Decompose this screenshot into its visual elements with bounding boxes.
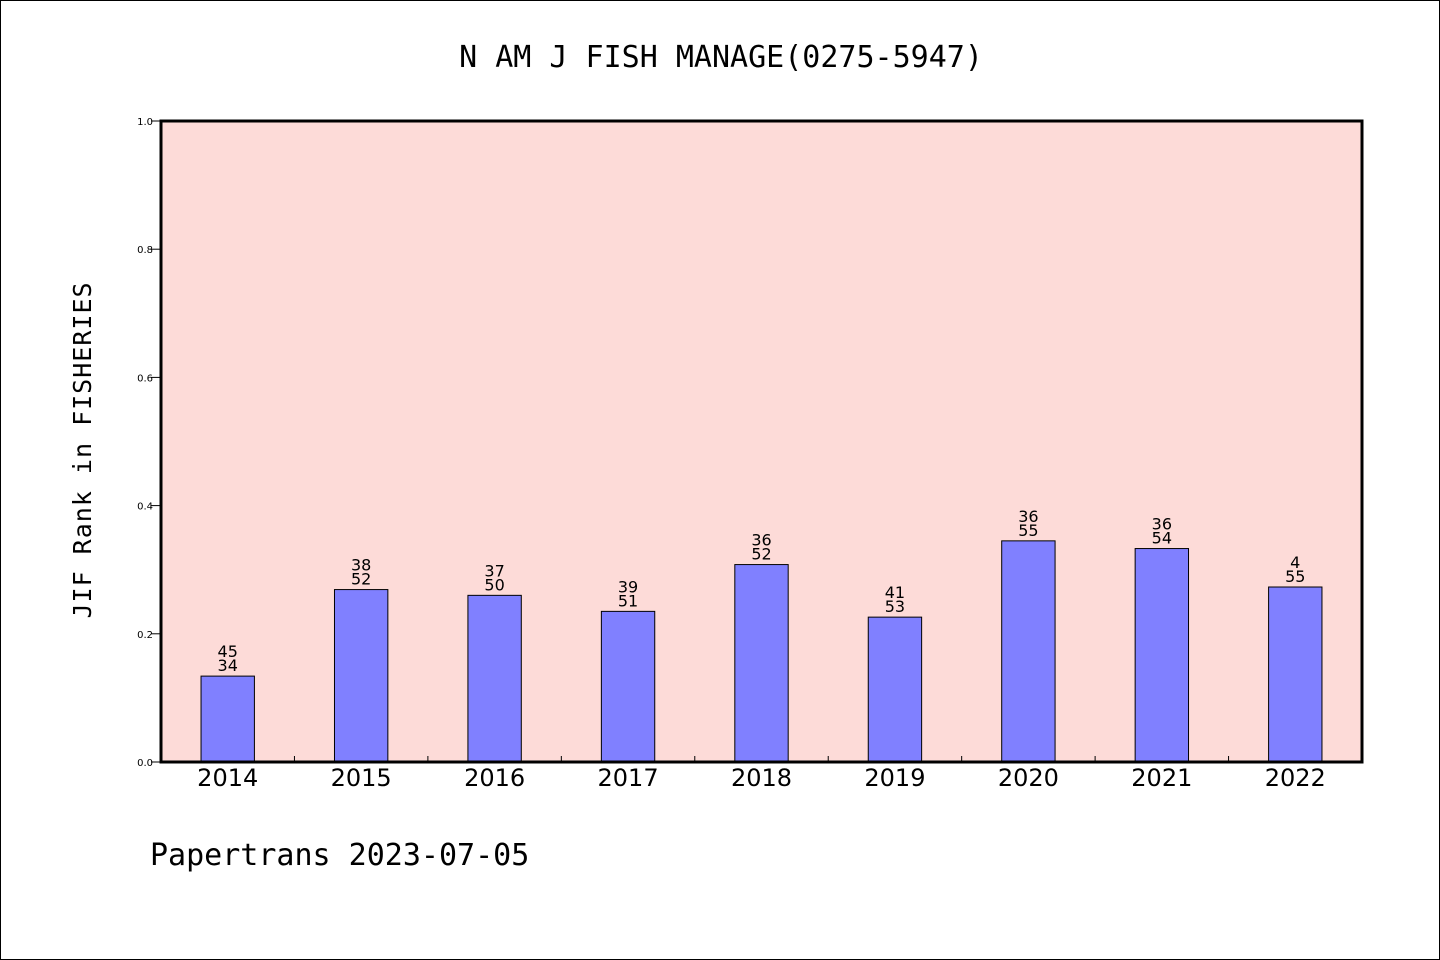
bar-total-label: 55 [1285, 567, 1305, 586]
bar-total-label: 52 [351, 570, 371, 589]
bar-2016 [467, 594, 522, 763]
bar-total-label: 53 [885, 597, 905, 616]
bar-2019 [867, 616, 923, 763]
bar-total-label: 54 [1152, 529, 1172, 548]
bar-rank-label: 38 [351, 556, 371, 575]
y-axis-label: JIF Rank in FISHERIES [68, 281, 97, 618]
x-axis-labels: 2014 2015 2016 2017 2018 2019 2020 2021 2022 [197, 764, 1326, 792]
x-tick-label: 2018 [731, 764, 792, 792]
chart-title: N AM J FISH MANAGE(0275-5947) [459, 40, 983, 75]
bar-rank-label: 37 [484, 561, 504, 580]
x-tick-label: 2021 [1131, 764, 1192, 792]
y-axis-ticks: 0.0 0.2 0.4 0.6 0.8 1.0 [137, 117, 161, 769]
y-tick-label: 1.0 [137, 117, 153, 128]
footer-annotation: Papertrans 2023-07-05 [150, 838, 529, 873]
x-tick-label: 2017 [598, 764, 659, 792]
x-tick-label: 2022 [1265, 764, 1326, 792]
bar-rank-label: 41 [885, 583, 905, 602]
y-tick-label: 0.0 [137, 758, 153, 769]
plot-frame [159, 119, 1364, 764]
bar-2020 [1001, 540, 1056, 763]
y-tick-label: 0.2 [137, 630, 153, 641]
bar-2018 [734, 564, 789, 763]
bar-total-label: 51 [618, 591, 638, 610]
bar-rank-label: 36 [751, 531, 771, 550]
y-tick-label: 0.4 [137, 502, 153, 513]
x-tick-label: 2014 [197, 764, 258, 792]
bar-2017 [600, 610, 656, 763]
x-tick-label: 2015 [331, 764, 392, 792]
bar-rank-label: 36 [1018, 507, 1038, 526]
bar-2014 [200, 675, 255, 763]
x-tick-label: 2020 [998, 764, 1059, 792]
bars-group [200, 540, 1323, 763]
bar-2015 [333, 589, 389, 763]
bar-rank-label: 4 [1290, 553, 1300, 572]
y-tick-label: 0.8 [137, 245, 153, 256]
bar-rank-label: 45 [218, 642, 238, 661]
bar-total-label: 50 [484, 575, 504, 594]
y-tick-label: 0.6 [137, 373, 153, 384]
bar-rank-label: 36 [1152, 515, 1172, 534]
bar-rank-label: 39 [618, 577, 638, 596]
bar-total-label: 55 [1018, 521, 1038, 540]
x-tick-label: 2019 [864, 764, 925, 792]
bar-total-label: 34 [218, 656, 238, 675]
bar-total-label: 52 [751, 545, 771, 564]
x-tick-label: 2016 [464, 764, 525, 792]
bar-2022 [1268, 586, 1323, 763]
bar-2021 [1134, 548, 1190, 763]
